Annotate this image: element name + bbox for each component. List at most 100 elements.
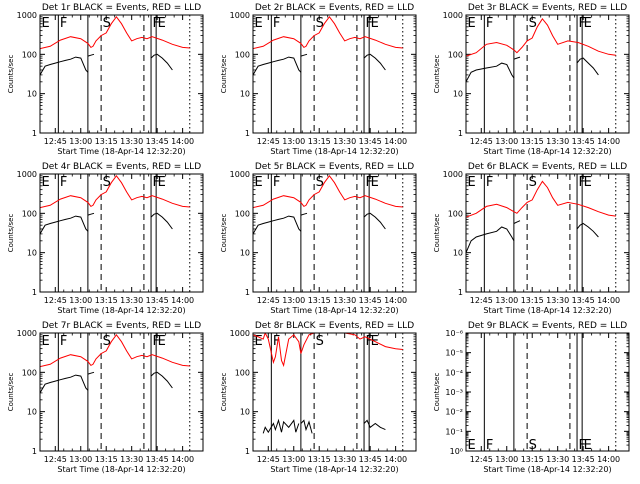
lld-curve [40,15,190,50]
x-tick-label: 14:00 [171,137,194,146]
events-curve [300,419,313,434]
x-tick-label: 13:45 [359,296,382,305]
events-curve [363,419,386,431]
x-tick-label: 13:30 [333,137,356,146]
marker-label: E [42,175,50,190]
x-tick-label: 13:15 [308,137,331,146]
panel-title: Det 7r BLACK = Events, RED = LLD [42,321,201,331]
y-tick-label: 10 [27,249,37,258]
x-tick-label: 12:45 [44,455,67,464]
marker-label: E [255,175,263,190]
x-tick-label: 14:00 [384,137,407,146]
events-curve [253,56,302,76]
events-curve [87,53,95,57]
x-tick-label: 13:15 [308,455,331,464]
x-axis-label: Start Time (18-Apr-14 12:32:20) [483,306,611,315]
panel-det-1: Det 1r BLACK = Events, RED = LLD Counts/s… [7,3,204,156]
x-tick-label: 13:45 [146,455,169,464]
x-axis-label: Start Time (18-Apr-14 12:32:20) [57,147,185,156]
marker-label: E [42,334,50,349]
x-tick-label: 13:30 [120,137,143,146]
x-tick-label: 13:30 [120,296,143,305]
marker-label: E [42,16,50,31]
marker-label: E [468,175,476,190]
x-tick-label: 12:45 [257,296,280,305]
x-tick-label: 12:45 [257,137,280,146]
panel-title: Det 4r BLACK = Events, RED = LLD [42,162,201,172]
y-tick-label: 1 [458,129,463,138]
events-curve [253,215,302,235]
marker-label: E [255,334,263,349]
x-tick-label: 13:30 [120,455,143,464]
x-tick-label: 13:00 [69,455,92,464]
marker-label: E [584,175,592,190]
panel-title: Det 2r BLACK = Events, RED = LLD [255,3,414,13]
events-curve [363,53,386,71]
marker-label: S [103,16,111,31]
y-tick-label: 10⁻² [445,408,463,417]
y-axis-label: Counts/sec [220,373,228,412]
x-tick-label: 13:00 [495,455,518,464]
marker-label: F [60,16,67,31]
marker-label: F [486,16,493,31]
y-tick-label: 10 [453,249,463,258]
x-axis-label: Start Time (18-Apr-14 12:32:20) [483,465,611,474]
marker-label: S [103,175,111,190]
marker-label: E [371,16,379,31]
x-tick-label: 14:00 [597,137,620,146]
panel-det-4: Det 4r BLACK = Events, RED = LLD Counts/s… [7,162,204,315]
marker-label: E [584,16,592,31]
x-tick-label: 13:00 [282,296,305,305]
x-tick-label: 13:00 [495,137,518,146]
x-tick-label: 12:45 [257,455,280,464]
events-curve [513,56,521,60]
events-curve [300,212,308,216]
events-curve [87,371,95,375]
x-tick-label: 13:45 [146,296,169,305]
events-curve [466,226,515,253]
y-tick-label: 10 [240,408,250,417]
y-axis-label: Counts/sec [433,214,441,253]
events-curve [262,418,300,434]
y-tick-label: 1 [458,288,463,297]
events-curve [363,212,386,230]
events-curve [40,374,89,394]
x-tick-label: 13:15 [95,137,118,146]
x-tick-label: 14:00 [384,296,407,305]
panel-title: Det 8r BLACK = Events, RED = LLD [255,321,414,331]
marker-label: E [468,16,476,31]
x-axis-label: Start Time (18-Apr-14 12:32:20) [270,306,398,315]
events-curve [576,57,599,76]
lld-curve [40,174,190,209]
y-tick-label: 1 [245,447,250,456]
x-tick-label: 14:00 [597,296,620,305]
y-tick-label: 1000 [230,329,250,338]
y-tick-label: 100 [22,50,37,59]
x-tick-label: 13:15 [521,296,544,305]
x-tick-label: 13:30 [546,296,569,305]
marker-label: E [158,16,166,31]
y-tick-label: 10⁻⁵ [445,349,463,358]
y-tick-label: 1000 [443,170,463,179]
y-tick-label: 1 [245,129,250,138]
y-tick-label: 10 [240,90,250,99]
panel-det-2: Det 2r BLACK = Events, RED = LLD Counts/s… [220,3,417,156]
plot-frame [39,332,204,452]
marker-label: S [316,16,324,31]
x-tick-label: 13:30 [546,455,569,464]
plot-frame [252,14,417,134]
x-tick-label: 13:30 [546,137,569,146]
y-axis-label: Counts/sec [7,214,15,253]
y-tick-label: 10 [240,249,250,258]
y-axis-label: Counts/sec [220,214,228,253]
events-curve [40,215,89,235]
x-tick-label: 12:45 [470,296,493,305]
panel-det-6: Det 6r BLACK = Events, RED = LLD Counts/s… [433,162,630,315]
panel-det-9: Det 9r BLACK = Events, RED = LLD Counts/s… [433,321,630,474]
x-tick-label: 13:15 [308,296,331,305]
x-tick-label: 13:15 [95,296,118,305]
panel-det-5: Det 5r BLACK = Events, RED = LLD Counts/s… [220,162,417,315]
lld-curve [466,180,616,218]
y-tick-label: 100 [448,209,463,218]
